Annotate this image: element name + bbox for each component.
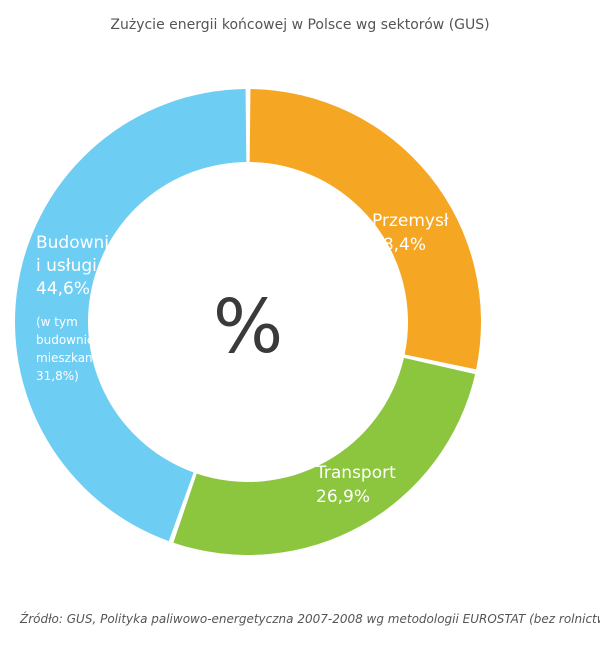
chart-title: Zużycie energii końcowej w Polsce wg sek… <box>110 17 490 33</box>
donut-slice <box>173 357 476 555</box>
slice-label: 26,9% <box>316 487 370 507</box>
slice-note: budownictwo <box>36 333 115 347</box>
slice-label: Budownictwo <box>36 233 149 253</box>
slice-note: (w tym <box>36 315 78 329</box>
slice-label: 28,4% <box>372 235 426 255</box>
slice-label: 44,6% <box>36 279 90 299</box>
donut-slices <box>15 89 481 555</box>
slice-label: Przemysł <box>372 211 449 231</box>
source-note: Źródło: GUS, Polityka paliwowo-energetyc… <box>20 612 600 626</box>
donut-slice <box>249 89 481 370</box>
slice-label: Transport <box>315 463 396 483</box>
slice-labels: Przemysł 28,4% Transport 26,9% Budownictwo i … <box>36 211 449 507</box>
donut-slice <box>15 89 247 542</box>
center-percent-symbol: % <box>213 284 283 370</box>
slice-label: i usługi <box>36 256 97 276</box>
slice-note: mieszkaniowe <box>36 351 121 365</box>
slice-note: 31,8%) <box>36 369 79 383</box>
